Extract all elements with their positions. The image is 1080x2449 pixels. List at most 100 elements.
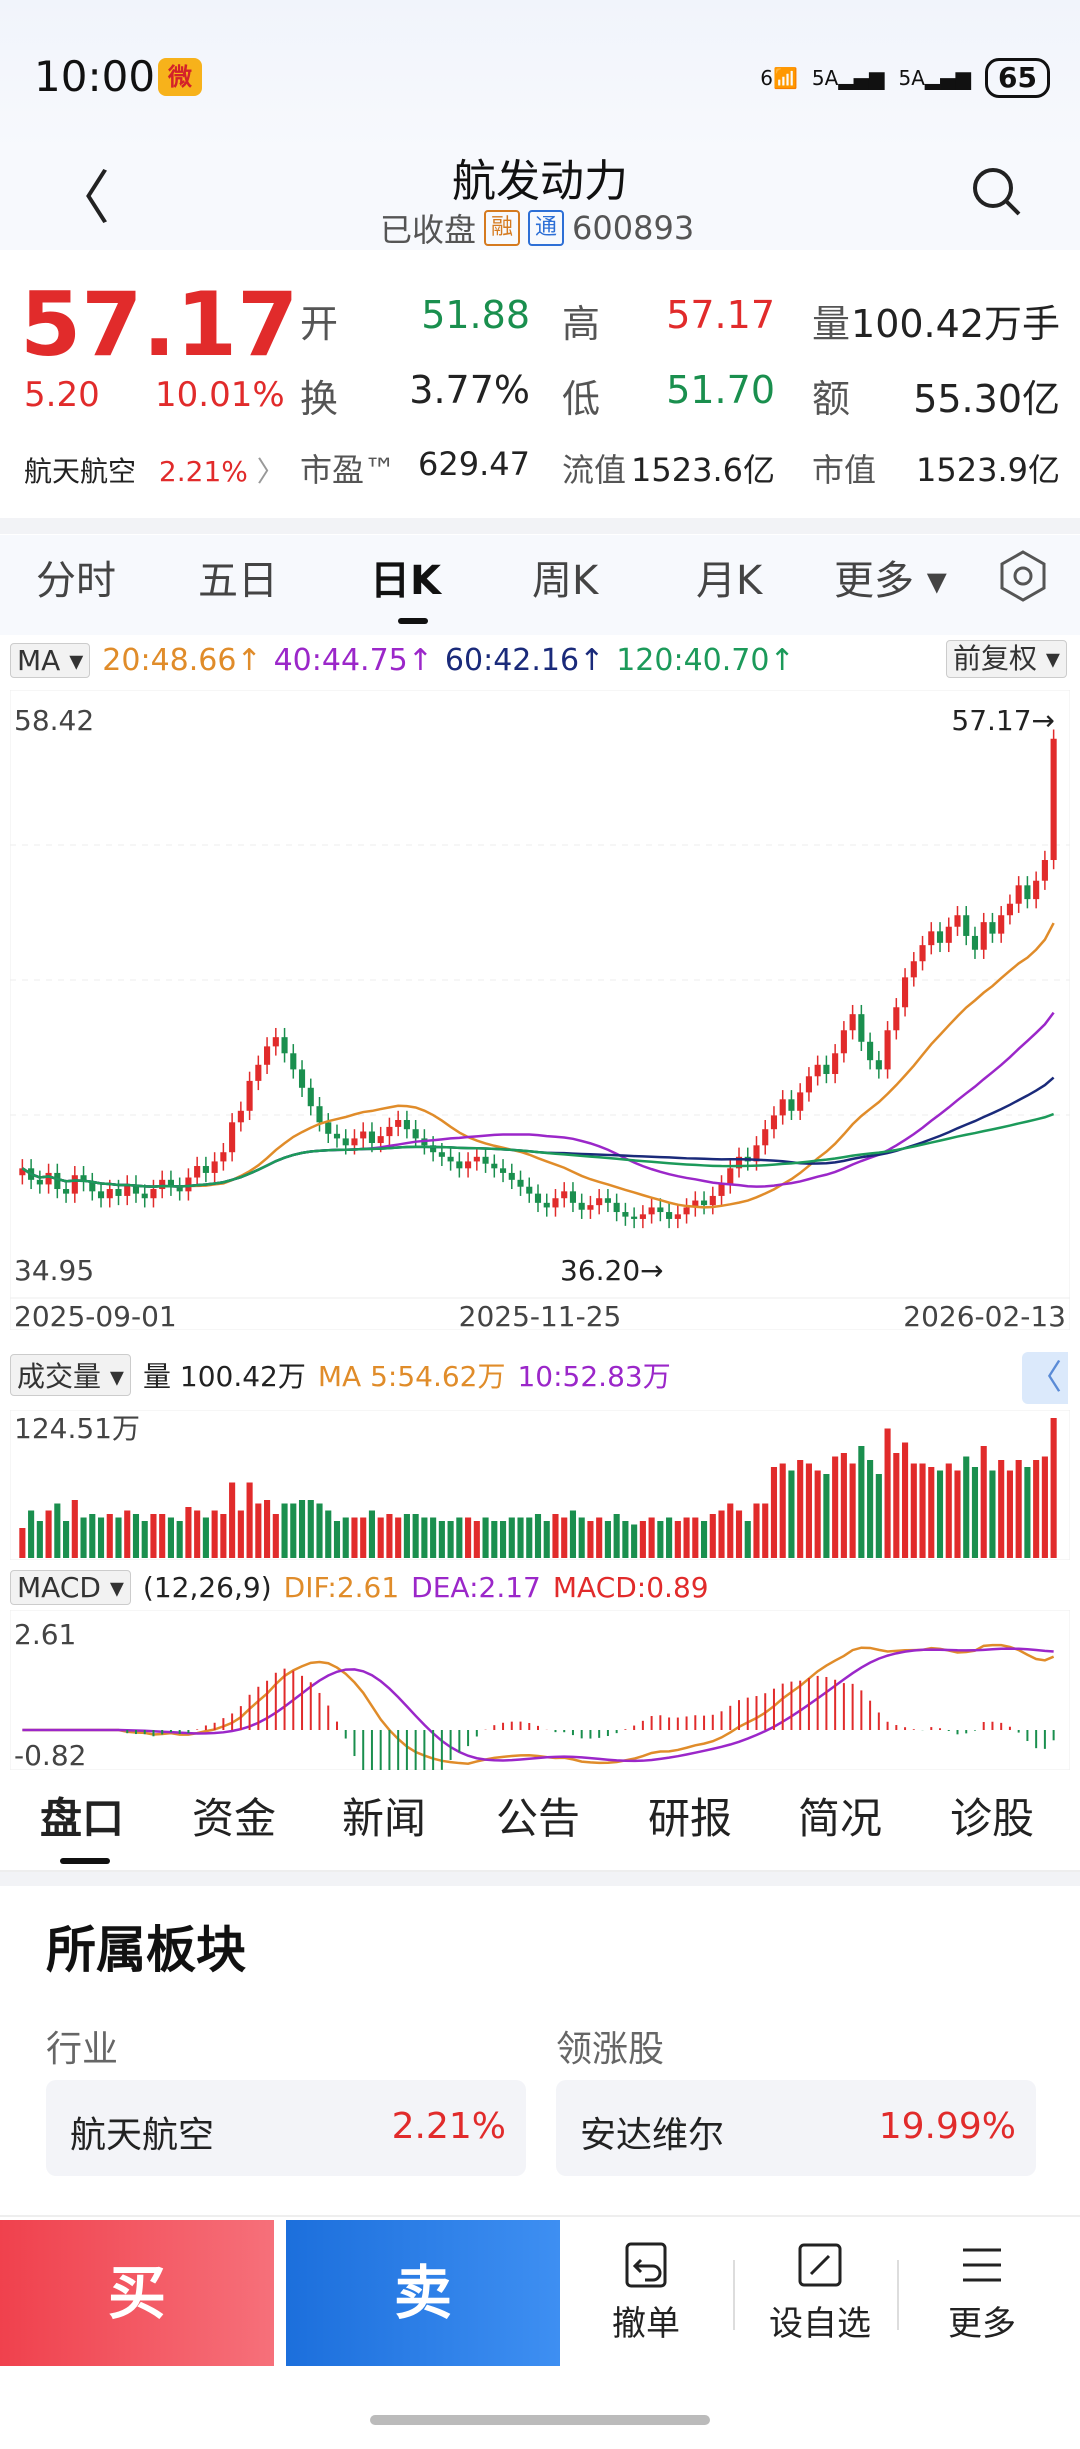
volume-bar [54, 1503, 61, 1558]
leader-pct: 19.99% [878, 2106, 1016, 2147]
volume-bar [141, 1521, 148, 1558]
volume-bar [561, 1517, 568, 1558]
content-tab[interactable]: 研报 [648, 1794, 733, 1843]
back-icon[interactable]: 〈 [52, 164, 111, 232]
candle [517, 1179, 524, 1187]
volume-bar [735, 1510, 743, 1558]
settings-icon[interactable] [995, 548, 1051, 604]
macd-params: (12,26,9) [142, 1570, 272, 1604]
ma-dropdown[interactable]: MA ▾ [10, 642, 91, 678]
leader-card[interactable]: 安达维尔 19.99% [556, 2080, 1036, 2176]
candle [36, 1179, 43, 1185]
content-tab[interactable]: 资金 [192, 1794, 277, 1843]
candle [395, 1120, 402, 1127]
candle [456, 1161, 463, 1169]
divider [0, 1872, 1080, 1886]
volume-value: 量 100.42万 [142, 1360, 306, 1393]
candle [63, 1189, 70, 1194]
candle [447, 1156, 454, 1162]
macd-value: MACD:0.89 [552, 1570, 709, 1604]
section-title: 所属板块 [46, 1921, 246, 1979]
volume-bar [377, 1517, 384, 1558]
content-tab[interactable]: 简况 [798, 1794, 883, 1843]
volume-bar [1041, 1456, 1048, 1558]
period-tab[interactable]: 月K [696, 558, 763, 604]
candle [255, 1064, 262, 1081]
volume-bar [456, 1517, 463, 1558]
volume-bar [97, 1517, 105, 1558]
candle [281, 1037, 288, 1054]
volume-bar [124, 1510, 131, 1558]
content-tab[interactable]: 诊股 [950, 1794, 1035, 1843]
candle [342, 1138, 349, 1146]
candle [910, 961, 917, 978]
leader-header: 领涨股 [556, 2029, 665, 2070]
volume-bar [499, 1521, 507, 1558]
volume-bar [307, 1500, 314, 1558]
period-tab[interactable]: 分时 [36, 558, 116, 604]
y-max-label: 58.42 [14, 704, 94, 737]
industry-card[interactable]: 航天航空 2.21% [46, 2080, 526, 2176]
candle [333, 1133, 341, 1139]
margin-tag: 融 [484, 210, 521, 246]
volume-bar [63, 1521, 70, 1558]
sell-button[interactable]: 卖 [286, 2220, 560, 2366]
volume-chart[interactable]: 124.51万 [10, 1410, 1070, 1560]
period-tab[interactable]: 日K [370, 558, 441, 604]
candle [631, 1216, 638, 1219]
macd-chart[interactable]: 2.61 -0.82 [10, 1610, 1070, 1770]
volume-bar [316, 1503, 323, 1558]
macd-dropdown[interactable]: MACD ▾ [10, 1569, 131, 1605]
candle [246, 1080, 253, 1111]
volume-bar [89, 1514, 96, 1558]
candle [596, 1198, 603, 1206]
add-watchlist-button[interactable]: 设自选 [750, 2240, 890, 2345]
candle [919, 945, 926, 962]
quote-label: 低 [562, 377, 601, 421]
period-tab[interactable]: 更多 ▾ [834, 558, 947, 604]
volume-bar [298, 1500, 306, 1558]
quote-value: 55.30亿 [913, 377, 1060, 421]
cancel-order-icon [625, 2242, 667, 2288]
content-tab[interactable]: 新闻 [342, 1794, 427, 1843]
candle [19, 1168, 26, 1176]
volume-dropdown[interactable]: 成交量 ▾ [10, 1354, 131, 1396]
volume-bar [770, 1467, 778, 1558]
volume-bar [508, 1517, 515, 1558]
period-tab[interactable]: 周K [532, 558, 599, 604]
content-tab[interactable]: 公告 [496, 1794, 581, 1843]
volume-bar [884, 1428, 891, 1558]
candle [604, 1198, 611, 1203]
candle [718, 1184, 725, 1196]
volume-bar [805, 1463, 812, 1558]
content-tab[interactable]: 盘口 [40, 1794, 125, 1843]
more-button[interactable]: 更多 [912, 2240, 1052, 2345]
candle [534, 1193, 542, 1203]
collapse-icon[interactable]: 〈 [1022, 1352, 1068, 1404]
candle [639, 1214, 646, 1219]
volume-bar [194, 1510, 201, 1558]
volume-bar [604, 1521, 611, 1558]
volume-bar [80, 1517, 87, 1558]
volume-bar [893, 1453, 900, 1558]
volume-bar [718, 1510, 725, 1558]
volume-bar [788, 1470, 795, 1558]
adjust-dropdown[interactable]: 前复权 ▾ [946, 640, 1067, 678]
volume-bar [333, 1521, 341, 1558]
industry-link[interactable]: 航天航空 2.21% 〉 [24, 455, 285, 488]
candle [220, 1152, 227, 1162]
volume-bar [290, 1503, 297, 1558]
search-icon[interactable] [970, 165, 1022, 217]
candle [823, 1064, 830, 1074]
ma20-label: 20:48.66↑ [102, 642, 262, 678]
candle [412, 1129, 419, 1139]
buy-button[interactable]: 买 [0, 2220, 274, 2366]
quote-label: 量 [812, 302, 851, 346]
kline-chart[interactable]: 58.42 34.95 57.17→ 36.20→ 2025-09-01 2025-11-… [10, 690, 1070, 1330]
period-tabs [0, 535, 1080, 635]
home-indicator[interactable] [370, 2415, 710, 2425]
macd-min-label: -0.82 [14, 1739, 86, 1770]
volume-bar [473, 1521, 480, 1558]
cancel-order-button[interactable]: 撤单 [576, 2240, 716, 2345]
period-tab[interactable]: 五日 [198, 558, 278, 604]
